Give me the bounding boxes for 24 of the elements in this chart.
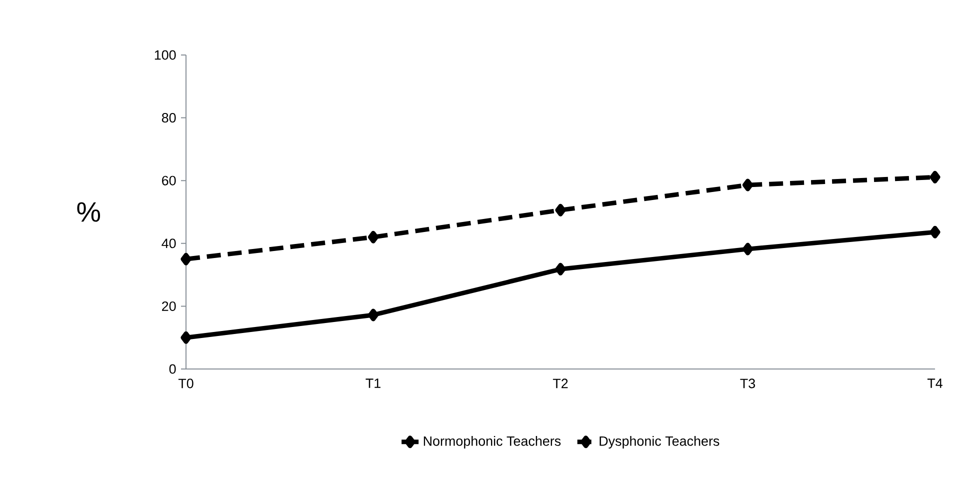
point [742,178,754,192]
x-tick-label: T2 [552,378,568,388]
point [930,226,940,238]
point [180,331,192,344]
point [555,262,566,276]
x-tick-label: T1 [366,378,380,388]
y-axis-title: % [77,202,100,222]
y-tick-label: 100 [154,50,176,60]
y-tick-label: 40 [162,238,176,248]
x-tick-label: T4 [927,378,942,388]
legend-label: Normophonic Teachers [424,436,561,449]
x-tick-label: T3 [740,378,756,388]
point [742,242,754,256]
point [368,308,379,322]
point [930,170,940,184]
x-tick-label: T0 [178,378,194,388]
point [368,230,379,244]
point [180,252,192,266]
legend-label: Dysphonic Teachers [600,436,720,449]
y-tick-label: 80 [162,113,176,123]
point [555,204,566,216]
y-tick-label: 0 [169,364,176,374]
y-tick-label: 20 [162,301,176,311]
y-tick-label: 60 [162,176,176,186]
